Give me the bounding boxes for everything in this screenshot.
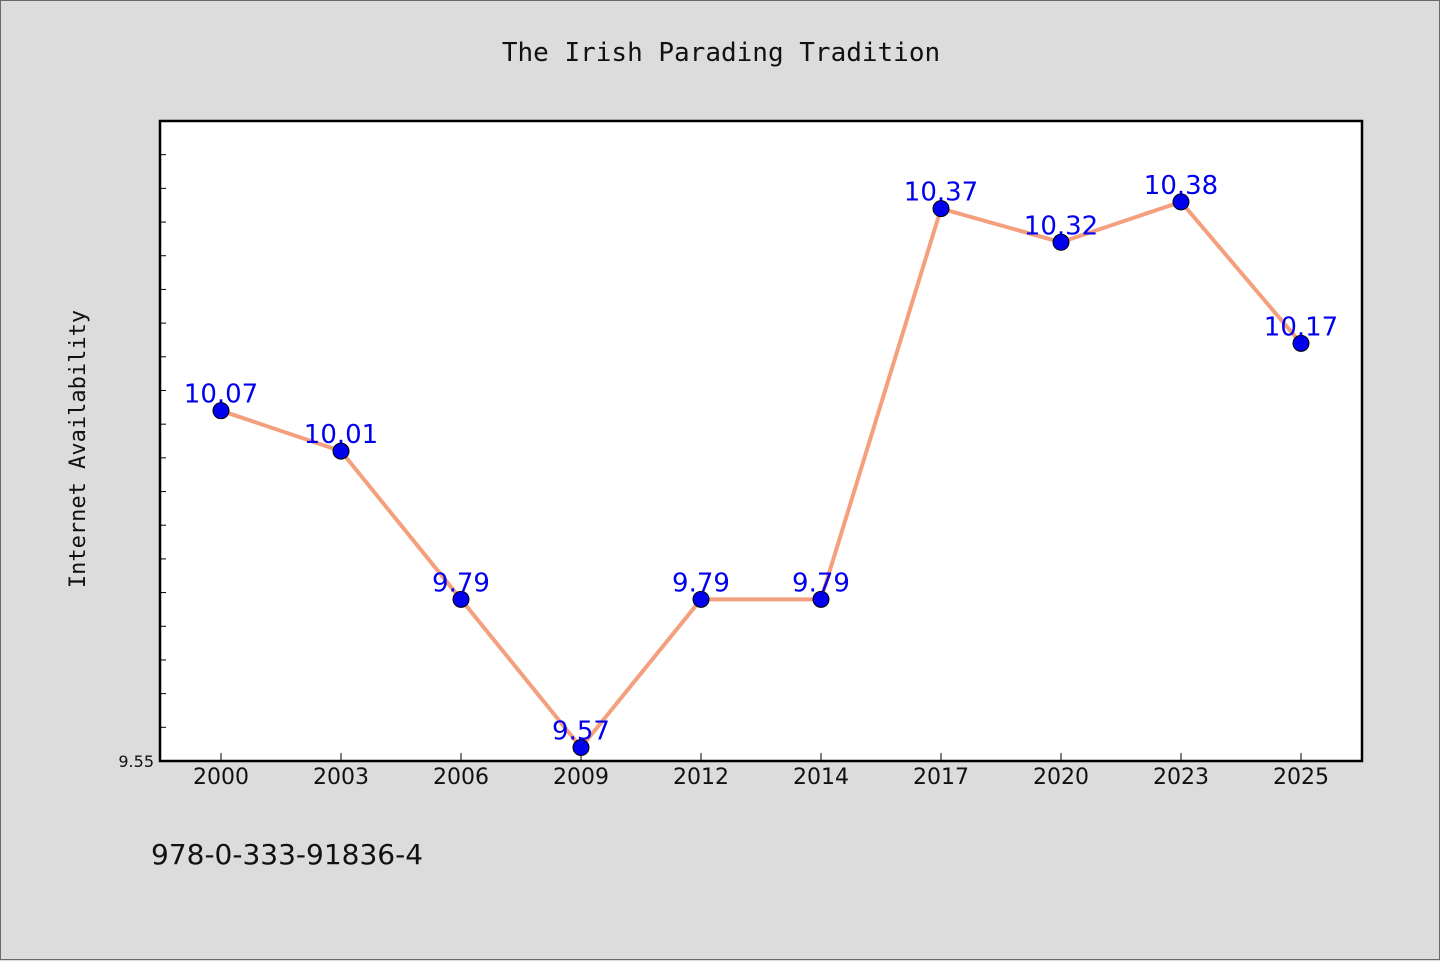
- x-tick-label: 2023: [1153, 765, 1209, 790]
- data-label: 9.79: [432, 568, 490, 598]
- chart-title: The Irish Parading Tradition: [502, 38, 940, 68]
- data-point: [1052, 233, 1070, 251]
- x-tick-label: 2003: [313, 765, 369, 790]
- series-markers: [212, 193, 1310, 757]
- data-point: [572, 739, 590, 757]
- x-axis-ticks: 2000 2003 2006 2009 2012 2014 2017 2020 2023 2025: [193, 753, 1329, 790]
- plot-border: [158, 119, 1364, 763]
- x-tick-label: 2000: [193, 765, 249, 790]
- isbn-text: 978-0-333-91836-4: [151, 838, 423, 871]
- y-tick-label: 9.55: [118, 752, 154, 771]
- data-labels: 10.07 10.01 9.79 9.57 9.79 9.79 10.37 10.32 10.3…: [184, 171, 1338, 747]
- x-tick-label: 2025: [1273, 765, 1329, 790]
- data-point: [692, 590, 710, 608]
- y-axis-label: Internet Availability: [66, 310, 91, 588]
- data-point: [332, 442, 350, 460]
- data-point: [812, 590, 830, 608]
- data-label: 9.57: [552, 717, 610, 747]
- data-label: 9.79: [672, 568, 730, 598]
- series-line: [220, 199, 1303, 750]
- data-label: 10.01: [304, 420, 378, 450]
- x-tick-label: 2006: [433, 765, 489, 790]
- data-label: 10.38: [1144, 171, 1218, 201]
- data-point: [1292, 334, 1310, 352]
- data-point: [212, 402, 230, 420]
- x-tick-label: 2014: [793, 765, 849, 790]
- x-tick-label: 2017: [913, 765, 969, 790]
- x-tick-label: 2020: [1033, 765, 1089, 790]
- data-label: 10.37: [904, 178, 978, 208]
- data-point: [1172, 193, 1190, 211]
- data-point: [452, 590, 470, 608]
- data-label: 10.32: [1024, 211, 1098, 241]
- x-tick-label: 2009: [553, 765, 609, 790]
- data-label: 10.07: [184, 380, 258, 410]
- data-label: 10.17: [1264, 312, 1338, 342]
- data-label: 9.79: [792, 568, 850, 598]
- data-point: [932, 200, 950, 218]
- x-tick-label: 2012: [673, 765, 729, 790]
- plot-area: [160, 121, 1362, 761]
